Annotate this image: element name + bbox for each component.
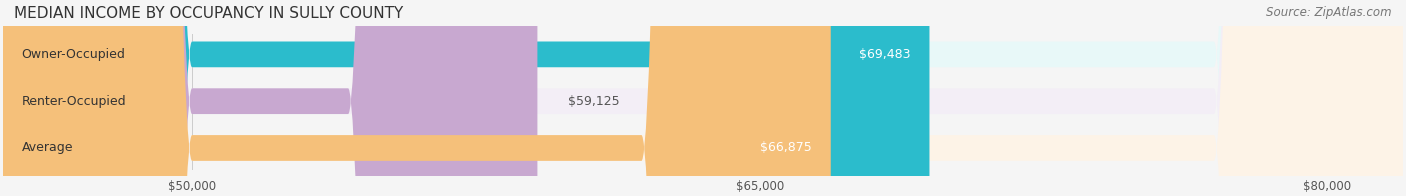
- Text: $59,125: $59,125: [568, 95, 619, 108]
- Text: Average: Average: [21, 142, 73, 154]
- Text: MEDIAN INCOME BY OCCUPANCY IN SULLY COUNTY: MEDIAN INCOME BY OCCUPANCY IN SULLY COUN…: [14, 6, 404, 21]
- FancyBboxPatch shape: [3, 0, 537, 196]
- Text: Renter-Occupied: Renter-Occupied: [21, 95, 127, 108]
- Text: Source: ZipAtlas.com: Source: ZipAtlas.com: [1267, 6, 1392, 19]
- FancyBboxPatch shape: [3, 0, 1403, 196]
- Text: $69,483: $69,483: [859, 48, 911, 61]
- Text: Owner-Occupied: Owner-Occupied: [21, 48, 125, 61]
- FancyBboxPatch shape: [3, 0, 929, 196]
- FancyBboxPatch shape: [3, 0, 1403, 196]
- FancyBboxPatch shape: [3, 0, 1403, 196]
- FancyBboxPatch shape: [3, 0, 831, 196]
- Text: $66,875: $66,875: [761, 142, 811, 154]
